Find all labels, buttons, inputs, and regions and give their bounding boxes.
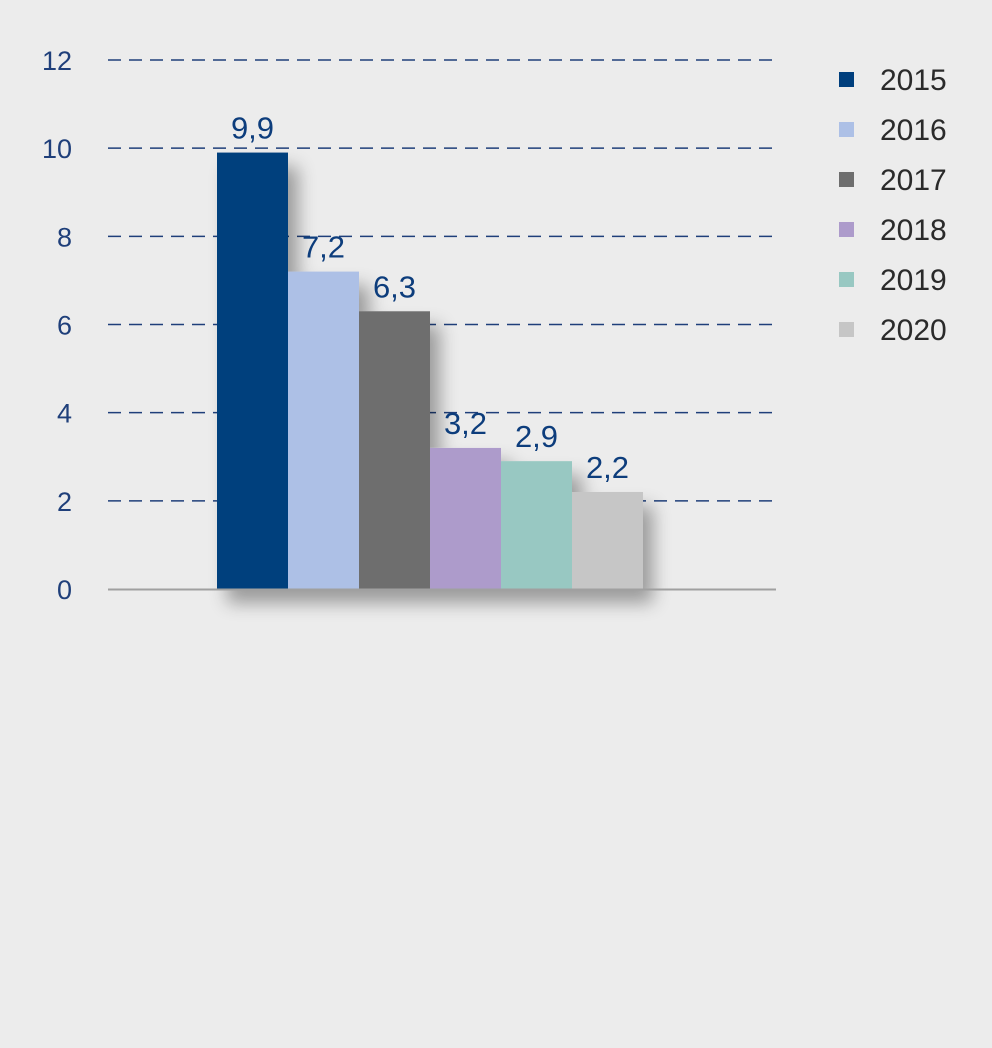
- data-label-2015: 9,9: [231, 111, 274, 146]
- y-tick-label: 8: [57, 222, 72, 252]
- bar-2016: [288, 271, 359, 589]
- legend-swatch-2019: [839, 272, 854, 287]
- bar-2020: [572, 492, 643, 589]
- legend-label-2019: 2019: [880, 264, 947, 297]
- legend-label-2018: 2018: [880, 214, 947, 247]
- gridlines: [108, 59, 776, 502]
- y-tick-label: 0: [57, 575, 72, 605]
- legend-label-2020: 2020: [880, 314, 947, 347]
- legend-swatch-2016: [839, 122, 854, 137]
- legend-swatch-2017: [839, 172, 854, 187]
- y-tick-label: 4: [57, 399, 72, 429]
- legend: 2015 2016 2017 2018 2019 2020: [839, 64, 947, 347]
- legend-swatch-2020: [839, 322, 854, 337]
- y-tick-label: 6: [57, 311, 72, 341]
- bar-2018: [430, 447, 501, 589]
- y-tick-label: 12: [42, 46, 72, 76]
- legend-label-2015: 2015: [880, 64, 947, 97]
- y-axis-ticks: 0 2 4 6 8 10 12: [42, 46, 72, 605]
- data-label-2017: 6,3: [373, 269, 416, 304]
- bar-2019: [501, 461, 572, 589]
- legend-label-2017: 2017: [880, 164, 947, 197]
- y-tick-label: 10: [42, 134, 72, 164]
- y-tick-label: 2: [57, 487, 72, 517]
- data-label-2019: 2,9: [515, 419, 558, 454]
- legend-swatch-2015: [839, 72, 854, 87]
- data-label-2016: 7,2: [302, 230, 345, 265]
- legend-swatch-2018: [839, 222, 854, 237]
- bar-2015: [217, 152, 288, 589]
- legend-label-2016: 2016: [880, 114, 947, 147]
- data-label-2020: 2,2: [586, 450, 629, 485]
- data-labels: 9,9 7,2 6,3 3,2 2,9 2,2: [231, 111, 629, 485]
- bar-2017: [359, 311, 430, 589]
- data-label-2018: 3,2: [444, 406, 487, 441]
- bars: [217, 152, 643, 589]
